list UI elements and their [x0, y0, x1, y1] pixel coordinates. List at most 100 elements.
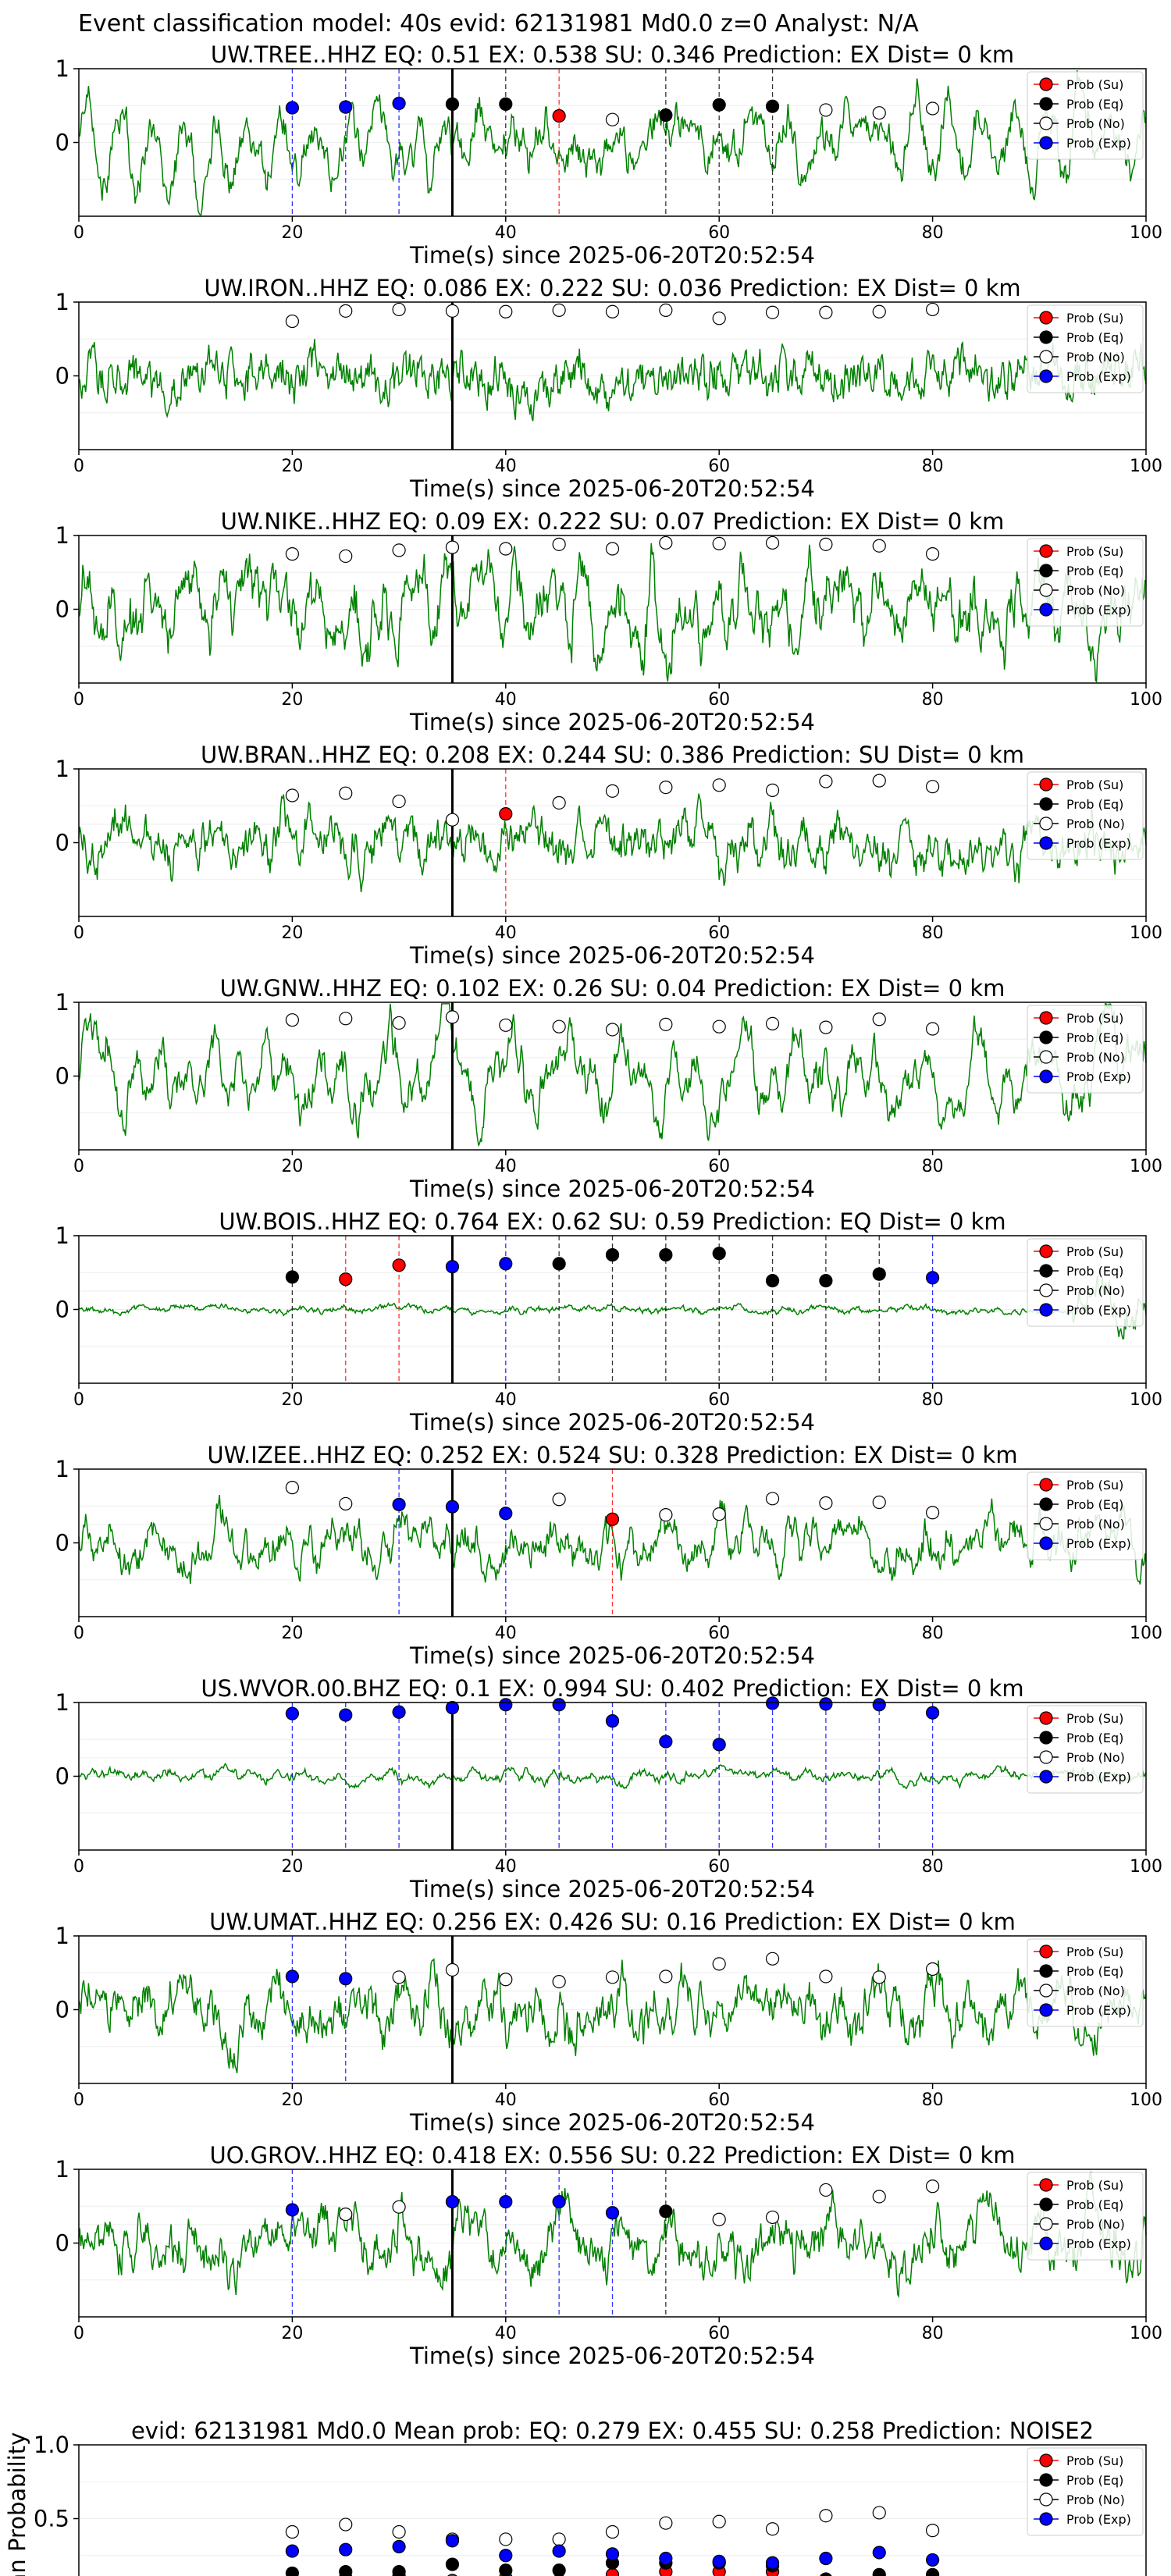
prob-point-exp	[765, 1696, 780, 1710]
panel-7: UW.IZEE..HHZ EQ: 0.252 EX: 0.524 SU: 0.3…	[55, 1442, 1162, 1669]
prob-point-exp	[445, 1500, 460, 1514]
legend-label-no: Prob (No)	[1066, 1517, 1125, 1532]
prob-point-no	[925, 547, 940, 561]
prob-point-no	[499, 1973, 513, 1987]
prob-point-no	[285, 314, 299, 329]
prob-point-no	[659, 1017, 673, 1031]
y-tick-label: 0	[55, 2230, 69, 2257]
legend-marker-exp	[1039, 603, 1053, 617]
prob-point-exp	[872, 1698, 886, 1712]
prob-point-no	[659, 1507, 673, 1522]
prob-point-no	[712, 2212, 726, 2226]
legend-label-no: Prob (No)	[1066, 1984, 1125, 1998]
y-tick-label: 1	[55, 55, 69, 82]
prob-point-no	[445, 1010, 460, 1024]
prob-point-no	[872, 1012, 886, 1026]
legend-label-eq: Prob (Eq)	[1066, 330, 1123, 345]
prob-point-exp	[445, 1260, 460, 1274]
panel-8: US.WVOR.00.BHZ EQ: 0.1 EX: 0.994 SU: 0.4…	[55, 1675, 1162, 1902]
prob-point-exp	[499, 2194, 513, 2209]
prob-point-eq	[659, 1247, 673, 1262]
prob-point-eq	[765, 99, 780, 113]
y-tick-label: 1	[55, 756, 69, 782]
legend-label-eq: Prob (Eq)	[1066, 1030, 1123, 1045]
prob-point-no	[712, 778, 726, 792]
legend-marker-eq	[1039, 330, 1053, 344]
prob-point-no	[712, 311, 726, 326]
legend-label-eq: Prob (Eq)	[1066, 97, 1123, 112]
mean-prob-point-eq	[339, 2564, 353, 2576]
prob-point-eq	[765, 1274, 780, 1288]
prob-point-su	[552, 109, 566, 123]
prob-point-no	[819, 774, 833, 788]
mean-prob-point-eq	[872, 2567, 886, 2576]
prob-point-exp	[339, 1708, 353, 1722]
prob-point-exp	[392, 1497, 406, 1511]
x-tick-label: 100	[1130, 2090, 1162, 2110]
mean-prob-point-exp	[392, 2539, 406, 2554]
legend-label-eq: Prob (Eq)	[1066, 2473, 1123, 2488]
legend-label-no: Prob (No)	[1066, 350, 1125, 365]
y-axis-label: Mean Probability	[4, 2432, 30, 2576]
legend-label-su: Prob (Su)	[1066, 311, 1123, 326]
prob-point-eq	[445, 97, 460, 111]
prob-point-no	[659, 303, 673, 317]
prob-point-no	[605, 542, 620, 556]
prob-point-exp	[925, 1271, 940, 1285]
x-axis-label: Time(s) since 2025-06-20T20:52:54	[409, 709, 815, 735]
legend-label-eq: Prob (Eq)	[1066, 797, 1123, 812]
mean-prob-point-eq	[926, 2567, 940, 2576]
waveform-trace	[78, 1958, 1147, 2074]
x-tick-label: 20	[281, 1857, 303, 1877]
legend-label-su: Prob (Su)	[1066, 2178, 1123, 2193]
legend-label-no: Prob (No)	[1066, 1283, 1125, 1298]
prob-point-exp	[659, 1735, 673, 1749]
mean-prob-point-exp	[659, 2551, 673, 2566]
prob-point-eq	[552, 1257, 566, 1271]
x-tick-label: 100	[1130, 1157, 1162, 1176]
prob-point-no	[552, 1974, 566, 1989]
legend-box	[1027, 771, 1144, 860]
prob-point-no	[765, 1492, 780, 1506]
legend-marker-su	[1039, 311, 1053, 325]
prob-point-no	[872, 2190, 886, 2204]
legend-label-no: Prob (No)	[1066, 817, 1125, 831]
x-tick-label: 20	[281, 690, 303, 710]
mean-prob-point-no	[499, 2532, 513, 2546]
legend-box	[1027, 304, 1144, 393]
mean-prob-point-no	[925, 2524, 940, 2538]
prob-point-no	[872, 774, 886, 788]
legend-marker-eq	[1039, 2197, 1053, 2211]
mean-prob-point-exp	[765, 2556, 780, 2570]
x-tick-label: 0	[73, 1624, 84, 1643]
legend-label-su: Prob (Su)	[1066, 77, 1123, 92]
legend-box	[1027, 538, 1144, 627]
prob-point-eq	[659, 108, 673, 123]
legend-label-su: Prob (Su)	[1066, 1711, 1123, 1726]
prob-point-no	[499, 304, 513, 318]
x-tick-label: 60	[708, 457, 730, 476]
legend-marker-exp	[1039, 1069, 1053, 1083]
legend-marker-no	[1039, 350, 1053, 364]
x-tick-label: 80	[922, 457, 944, 476]
prob-point-no	[605, 304, 620, 318]
prob-point-no	[605, 1970, 620, 1984]
x-tick-label: 100	[1130, 1390, 1162, 1410]
legend-marker-exp	[1039, 1303, 1053, 1317]
prob-point-eq	[819, 1274, 833, 1288]
mean-prob-point-no	[339, 2517, 353, 2532]
prob-point-no	[765, 2210, 780, 2225]
legend-box	[1027, 2172, 1144, 2261]
prob-point-no	[712, 1019, 726, 1034]
x-tick-label: 20	[281, 457, 303, 476]
panel-title: UW.IRON..HHZ EQ: 0.086 EX: 0.222 SU: 0.0…	[204, 275, 1020, 301]
legend-label-exp: Prob (Exp)	[1066, 1303, 1131, 1318]
prob-point-no	[819, 103, 833, 117]
legend-label-no: Prob (No)	[1066, 1750, 1125, 1765]
prob-point-no	[659, 781, 673, 795]
x-axis-label: Time(s) since 2025-06-20T20:52:54	[409, 1176, 815, 1202]
prob-point-no	[339, 1496, 353, 1511]
x-tick-label: 20	[281, 223, 303, 243]
legend-marker-no	[1039, 116, 1053, 130]
legend-marker-eq	[1039, 797, 1053, 811]
